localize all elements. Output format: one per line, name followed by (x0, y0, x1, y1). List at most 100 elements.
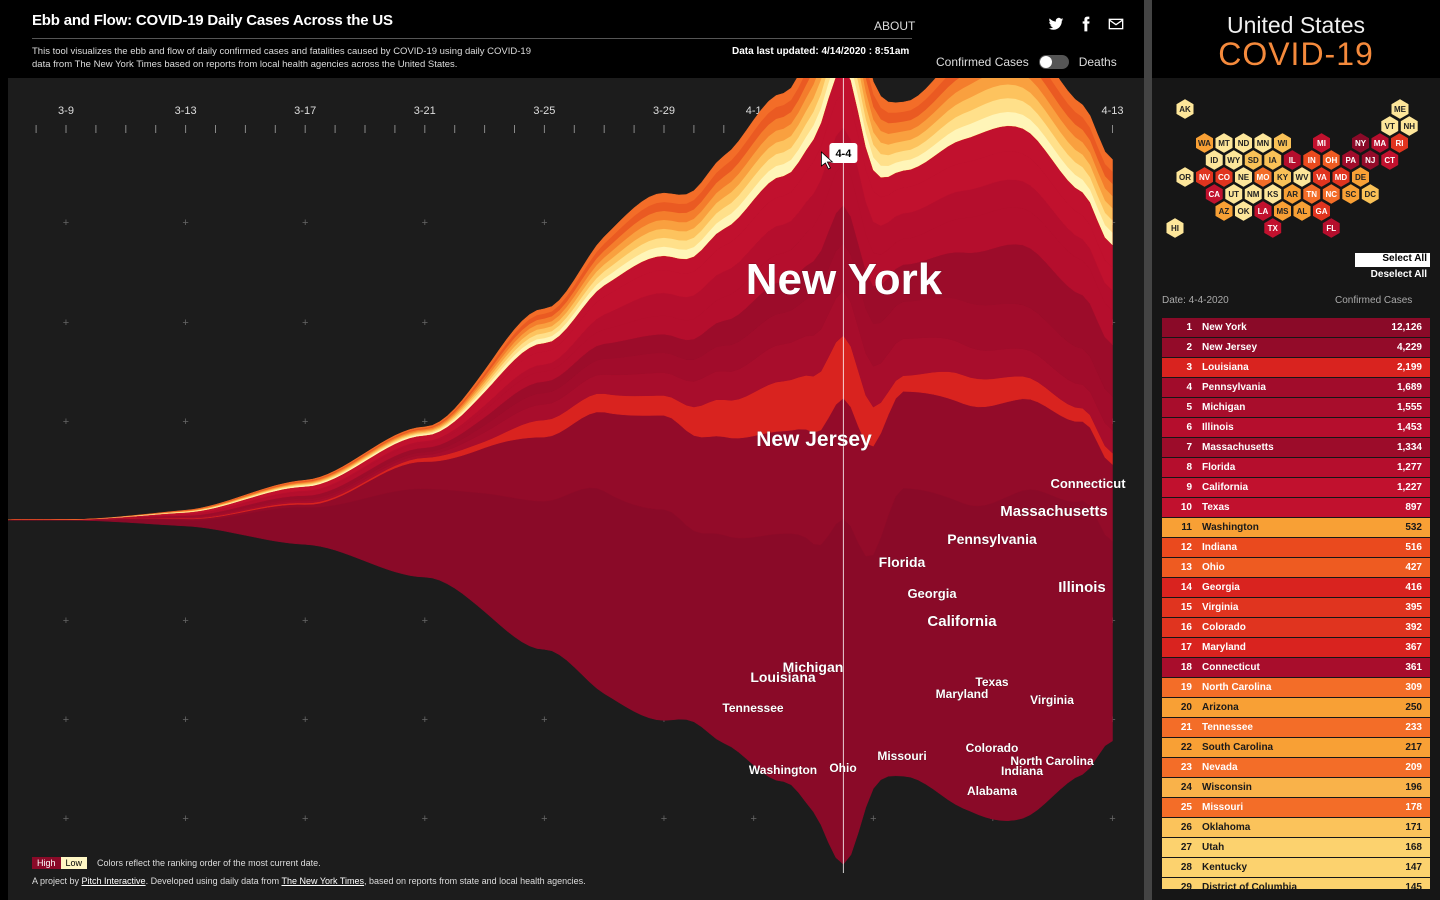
state-hex-ri[interactable]: RI (1389, 131, 1410, 155)
ranking-row[interactable]: 2 New Jersey 4,229 (1162, 338, 1430, 357)
ranking-row[interactable]: 9 California 1,227 (1162, 478, 1430, 497)
ranking-row[interactable]: 23 Nevada 209 (1162, 758, 1430, 777)
facebook-icon[interactable] (1078, 16, 1094, 34)
state-hex-ma[interactable]: MA (1370, 131, 1390, 155)
state-hex-de[interactable]: DE (1350, 165, 1371, 189)
select-all-button[interactable]: Select All (1355, 253, 1430, 267)
hover-date-label: 4-4 (835, 148, 852, 160)
ranking-row[interactable]: 3 Louisiana 2,199 (1162, 358, 1430, 377)
ranking-row[interactable]: 20 Arizona 250 (1162, 698, 1430, 717)
ranking-row[interactable]: 11 Washington 532 (1162, 518, 1430, 537)
state-hex-tx[interactable]: TX (1263, 216, 1283, 240)
ranking-row[interactable]: 26 Oklahoma 171 (1162, 818, 1430, 837)
state-hex-vt[interactable]: VT (1380, 114, 1400, 138)
state-hex-or[interactable]: OR (1175, 165, 1195, 189)
hex-label: DC (1364, 190, 1376, 199)
nyt-link[interactable]: The New York Times (281, 876, 365, 886)
state-hex-ky[interactable]: KY (1272, 165, 1293, 189)
ranking-row[interactable]: 10 Texas 897 (1162, 498, 1430, 517)
state-hex-ny[interactable]: NY (1350, 131, 1371, 155)
state-hex-dc[interactable]: DC (1360, 182, 1380, 206)
ranking-row[interactable]: 13 Ohio 427 (1162, 558, 1430, 577)
state-hex-ia[interactable]: IA (1263, 148, 1283, 172)
ranking-row[interactable]: 18 Connecticut 361 (1162, 658, 1430, 677)
state-hex-md[interactable]: MD (1331, 165, 1351, 189)
state-hex-id[interactable]: ID (1204, 148, 1224, 172)
state-hex-ne[interactable]: NE (1233, 165, 1254, 189)
metric-switch[interactable] (1038, 55, 1069, 69)
state-ranking-list[interactable]: 1 New York 12,126 2 New Jersey 4,229 3 Louisian… (1162, 318, 1430, 889)
state-hex-map[interactable]: AK ME VT NH WA MT ND MN WI MI NY MA RI ID WY SD IA IL IN OH… (1152, 88, 1440, 248)
state-hex-ut[interactable]: UT (1224, 182, 1244, 206)
toggle-label-cases[interactable]: Confirmed Cases (936, 55, 1029, 69)
state-hex-in[interactable]: IN (1302, 148, 1322, 172)
state-hex-ga[interactable]: GA (1311, 199, 1332, 223)
state-hex-ks[interactable]: KS (1263, 182, 1283, 206)
grid-cross: + (302, 714, 308, 726)
state-hex-ct[interactable]: CT (1380, 148, 1400, 172)
state-hex-wi[interactable]: WI (1272, 131, 1293, 155)
state-label: Massachusetts (1000, 503, 1108, 520)
ranking-row[interactable]: 6 Illinois 1,453 (1162, 418, 1430, 437)
streamgraph-chart[interactable]: ++++++++++++++++++++++++++++++++++++++++… (8, 78, 1144, 900)
state-hex-wy[interactable]: WY (1224, 148, 1244, 172)
state-hex-ar[interactable]: AR (1282, 182, 1302, 206)
state-hex-il[interactable]: IL (1282, 148, 1302, 172)
state-hex-ak[interactable]: AK (1175, 97, 1195, 121)
ranking-row[interactable]: 24 Wisconsin 196 (1162, 778, 1430, 797)
state-hex-wv[interactable]: WV (1292, 165, 1312, 189)
state-hex-ms[interactable]: MS (1272, 199, 1293, 223)
state-hex-ok[interactable]: OK (1233, 199, 1254, 223)
state-hex-nv[interactable]: NV (1194, 165, 1215, 189)
ranking-row[interactable]: 17 Maryland 367 (1162, 638, 1430, 657)
deselect-all-button[interactable]: Deselect All (1370, 269, 1427, 280)
ranking-row[interactable]: 22 South Carolina 217 (1162, 738, 1430, 757)
state-hex-sc[interactable]: SC (1341, 182, 1361, 206)
state-hex-mt[interactable]: MT (1214, 131, 1234, 155)
state-hex-pa[interactable]: PA (1341, 148, 1361, 172)
state-hex-al[interactable]: AL (1292, 199, 1312, 223)
state-hex-wa[interactable]: WA (1194, 131, 1215, 155)
state-hex-oh[interactable]: OH (1321, 148, 1341, 172)
ranking-row[interactable]: 1 New York 12,126 (1162, 318, 1430, 337)
ranking-row[interactable]: 27 Utah 168 (1162, 838, 1430, 857)
state-hex-mi[interactable]: MI (1311, 131, 1332, 155)
state-hex-mn[interactable]: MN (1253, 131, 1273, 155)
state-hex-co[interactable]: CO (1214, 165, 1234, 189)
state-hex-tn[interactable]: TN (1302, 182, 1322, 206)
ranking-row[interactable]: 15 Virginia 395 (1162, 598, 1430, 617)
mail-icon[interactable] (1108, 16, 1124, 34)
state-hex-me[interactable]: ME (1390, 97, 1410, 121)
pitch-interactive-link[interactable]: Pitch Interactive (81, 876, 146, 886)
state-hex-fl[interactable]: FL (1321, 216, 1341, 240)
ranking-row[interactable]: 29 District of Columbia 145 (1162, 878, 1430, 889)
ranking-row[interactable]: 12 Indiana 516 (1162, 538, 1430, 557)
state-hex-mo[interactable]: MO (1253, 165, 1273, 189)
ranking-row[interactable]: 19 North Carolina 309 (1162, 678, 1430, 697)
ranking-row[interactable]: 25 Missouri 178 (1162, 798, 1430, 817)
state-hex-nc[interactable]: NC (1321, 182, 1341, 206)
hex-label: MS (1277, 207, 1290, 216)
ranking-row[interactable]: 4 Pennsylvania 1,689 (1162, 378, 1430, 397)
state-hex-nj[interactable]: NJ (1360, 148, 1380, 172)
state-hex-nh[interactable]: NH (1399, 114, 1419, 138)
state-hex-sd[interactable]: SD (1243, 148, 1263, 172)
ranking-row[interactable]: 5 Michigan 1,555 (1162, 398, 1430, 417)
state-hex-nd[interactable]: ND (1233, 131, 1254, 155)
twitter-icon[interactable] (1048, 16, 1064, 34)
toggle-label-deaths[interactable]: Deaths (1078, 55, 1117, 69)
state-hex-hi[interactable]: HI (1165, 216, 1185, 240)
ranking-row[interactable]: 21 Tennessee 233 (1162, 718, 1430, 737)
ranking-row[interactable]: 14 Georgia 416 (1162, 578, 1430, 597)
state-hex-nm[interactable]: NM (1243, 182, 1263, 206)
state-hex-la[interactable]: LA (1253, 199, 1273, 223)
ranking-row[interactable]: 8 Florida 1,277 (1162, 458, 1430, 477)
state-name: Florida (1202, 462, 1236, 473)
ranking-row[interactable]: 16 Colorado 392 (1162, 618, 1430, 637)
state-hex-az[interactable]: AZ (1214, 199, 1234, 223)
ranking-row[interactable]: 28 Kentucky 147 (1162, 858, 1430, 877)
about-link[interactable]: ABOUT (874, 19, 916, 33)
state-hex-va[interactable]: VA (1311, 165, 1332, 189)
ranking-row[interactable]: 7 Massachusetts 1,334 (1162, 438, 1430, 457)
state-hex-ca[interactable]: CA (1204, 182, 1224, 206)
